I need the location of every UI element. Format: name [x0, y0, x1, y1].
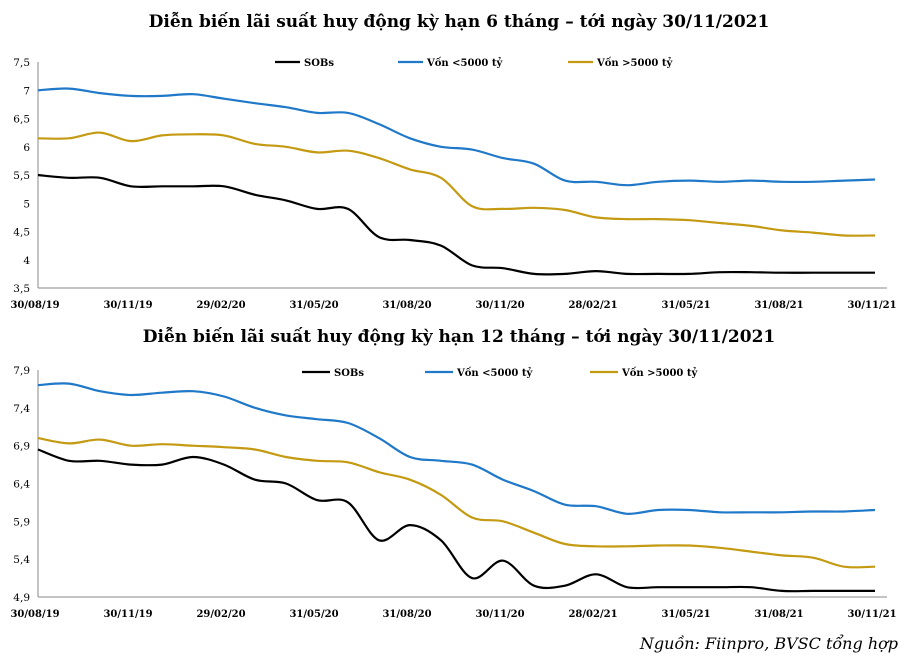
x-tick-label: 30/11/21: [847, 300, 896, 311]
y-tick-label: 7,9: [13, 365, 30, 377]
x-tick-label: 30/11/21: [847, 609, 896, 620]
x-tick-label: 28/02/21: [568, 609, 617, 620]
x-tick-label: 30/08/19: [10, 300, 59, 311]
y-tick-label: 4,5: [13, 227, 30, 239]
series-line-large-banks: [37, 131, 876, 237]
legend-label-small-banks: Vốn <5000 tỷ: [456, 367, 533, 379]
legend-label-sobs: SOBs: [334, 368, 364, 379]
y-tick-label: 4,9: [13, 592, 30, 604]
x-tick-label: 31/08/21: [754, 300, 803, 311]
y-tick-label: 6,5: [13, 114, 30, 126]
y-tick-label: 7,4: [13, 403, 30, 415]
y-tick-label: 5,4: [13, 554, 30, 566]
x-tick-label: 31/05/21: [661, 300, 710, 311]
y-tick-label: 6,4: [13, 479, 30, 491]
y-tick-label: 5,5: [13, 170, 30, 182]
x-tick-label: 31/05/20: [289, 300, 338, 311]
x-tick-label: 30/11/20: [475, 300, 524, 311]
y-tick-label: 7: [23, 85, 30, 97]
x-tick-label: 30/11/19: [103, 300, 152, 311]
chart-title: Diễn biến lãi suất huy động kỳ hạn 6 thá…: [149, 12, 770, 32]
legend-label-large-banks: Vốn >5000 tỷ: [621, 367, 698, 379]
x-tick-label: 30/11/20: [475, 609, 524, 620]
y-tick-label: 5,9: [13, 516, 30, 528]
series-line-sobs: [37, 448, 875, 593]
x-tick-label: 31/05/21: [661, 609, 710, 620]
y-tick-label: 5: [23, 198, 30, 210]
x-tick-label: 31/05/20: [289, 609, 338, 620]
series-line-small-banks: [37, 382, 876, 515]
y-tick-label: 7,5: [13, 57, 30, 69]
chart-title: Diễn biến lãi suất huy động kỳ hạn 12 th…: [143, 327, 776, 347]
source-note: Nguồn: Fiinpro, BVSC tổng hợp: [639, 634, 898, 653]
series-line-small-banks: [37, 87, 876, 187]
y-tick-label: 4: [23, 255, 30, 267]
x-tick-label: 29/02/20: [196, 300, 245, 311]
x-tick-label: 31/08/21: [754, 609, 803, 620]
series-line-sobs: [37, 173, 875, 276]
series-line-large-banks: [37, 437, 876, 569]
x-tick-label: 30/08/19: [10, 609, 59, 620]
y-tick-label: 6: [23, 142, 30, 154]
y-tick-label: 6,9: [13, 441, 30, 453]
legend-label-sobs: SOBs: [304, 58, 334, 69]
y-tick-label: 3,5: [13, 283, 30, 295]
chart-6-month: Diễn biến lãi suất huy động kỳ hạn 6 thá…: [10, 12, 896, 311]
x-tick-label: 30/11/19: [103, 609, 152, 620]
chart-12-month: Diễn biến lãi suất huy động kỳ hạn 12 th…: [10, 327, 896, 620]
x-tick-label: 29/02/20: [196, 609, 245, 620]
x-tick-label: 31/08/20: [382, 300, 431, 311]
x-tick-label: 31/08/20: [382, 609, 431, 620]
legend-label-large-banks: Vốn >5000 tỷ: [596, 57, 673, 69]
legend-label-small-banks: Vốn <5000 tỷ: [426, 57, 503, 69]
x-tick-label: 28/02/21: [568, 300, 617, 311]
